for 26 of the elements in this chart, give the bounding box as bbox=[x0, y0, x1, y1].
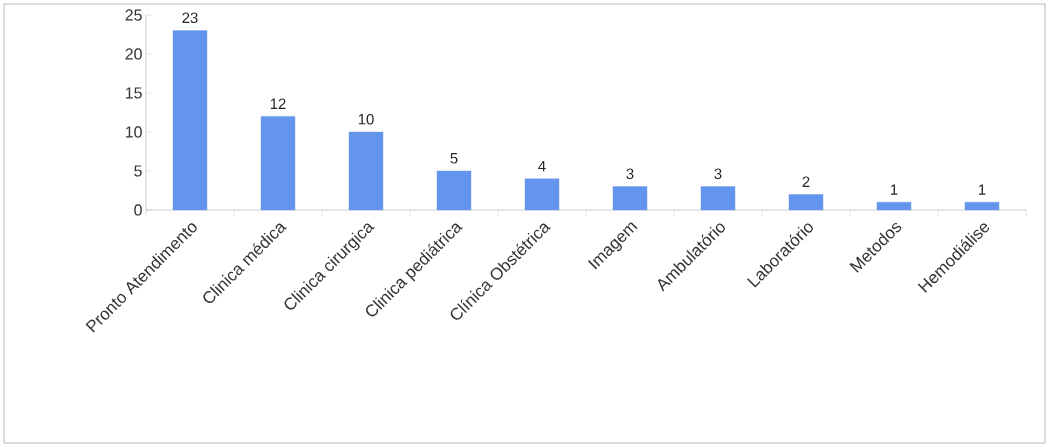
bar bbox=[876, 202, 912, 211]
data-label: 4 bbox=[538, 161, 546, 172]
data-label: 3 bbox=[714, 168, 722, 180]
bar bbox=[964, 202, 1000, 211]
y-tick-label: 20 bbox=[125, 48, 142, 60]
bar bbox=[436, 170, 472, 211]
y-tick-label: 10 bbox=[125, 126, 142, 138]
y-tick-label: 15 bbox=[125, 87, 142, 99]
data-label: 1 bbox=[979, 184, 986, 195]
y-tick-label: 25 bbox=[125, 9, 142, 21]
y-tick-label: 0 bbox=[134, 204, 142, 216]
data-label: 12 bbox=[270, 98, 286, 109]
bar bbox=[788, 194, 824, 211]
bar bbox=[172, 30, 208, 211]
bar bbox=[260, 116, 296, 211]
data-label: 5 bbox=[450, 153, 458, 164]
bar bbox=[700, 186, 736, 211]
y-tick-label: 5 bbox=[134, 165, 142, 177]
bar bbox=[348, 131, 384, 211]
data-label: 3 bbox=[626, 168, 634, 180]
data-label: 2 bbox=[802, 176, 810, 187]
bar bbox=[612, 186, 648, 211]
bar bbox=[524, 178, 560, 211]
data-label: 23 bbox=[182, 12, 198, 24]
data-label: 10 bbox=[358, 113, 374, 125]
data-label: 1 bbox=[891, 184, 898, 195]
